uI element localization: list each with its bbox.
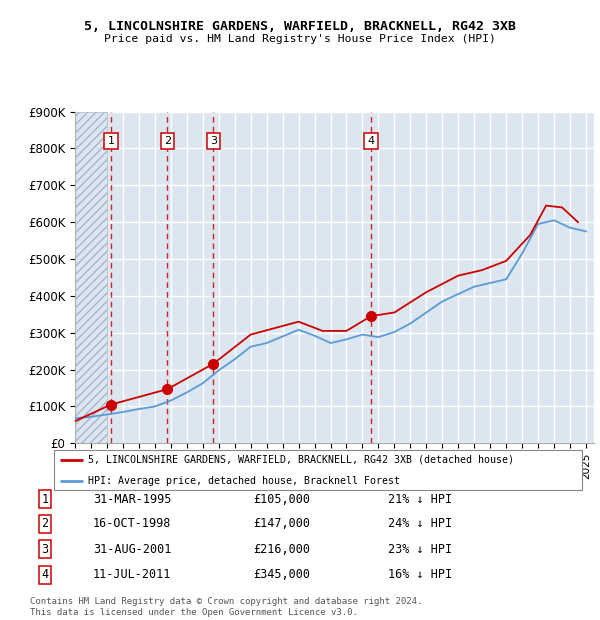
Text: 4: 4: [367, 136, 374, 146]
Text: 2: 2: [164, 136, 171, 146]
Text: 3: 3: [41, 543, 49, 556]
Text: 1: 1: [107, 136, 115, 146]
Text: 24% ↓ HPI: 24% ↓ HPI: [388, 518, 452, 530]
Text: £147,000: £147,000: [254, 518, 311, 530]
Text: 16% ↓ HPI: 16% ↓ HPI: [388, 569, 452, 581]
Text: 16-OCT-1998: 16-OCT-1998: [93, 518, 171, 530]
Text: 4: 4: [41, 569, 49, 581]
Text: £216,000: £216,000: [254, 543, 311, 556]
Text: 5, LINCOLNSHIRE GARDENS, WARFIELD, BRACKNELL, RG42 3XB (detached house): 5, LINCOLNSHIRE GARDENS, WARFIELD, BRACK…: [88, 454, 514, 464]
Text: Contains HM Land Registry data © Crown copyright and database right 2024.
This d: Contains HM Land Registry data © Crown c…: [30, 598, 422, 617]
Text: 23% ↓ HPI: 23% ↓ HPI: [388, 543, 452, 556]
Text: HPI: Average price, detached house, Bracknell Forest: HPI: Average price, detached house, Brac…: [88, 476, 400, 486]
Text: Price paid vs. HM Land Registry's House Price Index (HPI): Price paid vs. HM Land Registry's House …: [104, 34, 496, 44]
Text: 31-MAR-1995: 31-MAR-1995: [93, 493, 171, 505]
Text: 11-JUL-2011: 11-JUL-2011: [93, 569, 171, 581]
Text: £345,000: £345,000: [254, 569, 311, 581]
Text: 3: 3: [210, 136, 217, 146]
Text: £105,000: £105,000: [254, 493, 311, 505]
Text: 1: 1: [41, 493, 49, 505]
Text: 2: 2: [41, 518, 49, 530]
Text: 21% ↓ HPI: 21% ↓ HPI: [388, 493, 452, 505]
Text: 5, LINCOLNSHIRE GARDENS, WARFIELD, BRACKNELL, RG42 3XB: 5, LINCOLNSHIRE GARDENS, WARFIELD, BRACK…: [84, 20, 516, 33]
Text: 31-AUG-2001: 31-AUG-2001: [93, 543, 171, 556]
